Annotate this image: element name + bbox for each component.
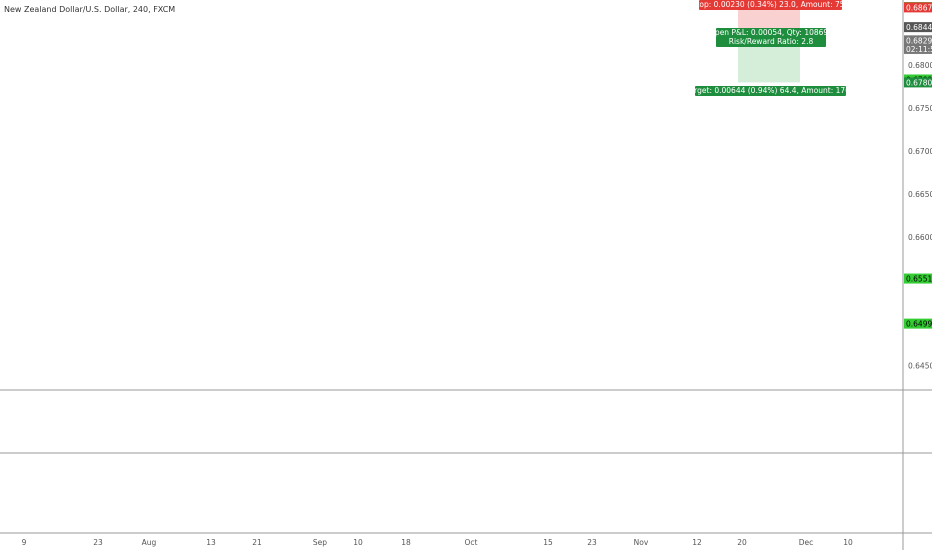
- time-tick: Aug: [142, 538, 157, 547]
- stop-label: Stop: 0.00230 (0.34%) 23.0, Amount: 750: [692, 0, 850, 9]
- time-tick: Nov: [634, 538, 649, 547]
- time-tick: 21: [252, 538, 262, 547]
- price-badge: [904, 318, 932, 329]
- price-badge: [904, 273, 932, 284]
- price-badge: [904, 77, 932, 88]
- price-badge-label: 0.65515: [906, 275, 932, 284]
- price-badge-label: 0.68444: [906, 23, 932, 32]
- target-label-bg: [695, 86, 846, 96]
- time-tick: 12: [692, 538, 702, 547]
- price-badge-label: 0.64990: [906, 320, 932, 329]
- time-tick: 23: [587, 538, 597, 547]
- target-zone: [738, 40, 800, 83]
- time-tick: Dec: [799, 538, 814, 547]
- price-badge: [904, 22, 932, 33]
- pnl-label: Open P&L: 0.00054, Qty: 108695: [709, 28, 833, 37]
- target-label: Target: 0.00644 (0.94%) 64.4, Amount: 17…: [685, 86, 855, 95]
- time-tick: 10: [843, 538, 853, 547]
- price-badge: [904, 2, 932, 13]
- time-tick: 23: [93, 538, 103, 547]
- time-tick: 18: [401, 538, 411, 547]
- price-badge: [904, 35, 932, 46]
- price-badge: [904, 43, 932, 54]
- time-tick: Oct: [465, 538, 478, 547]
- risk-reward-label: Risk/Reward Ratio: 2.8: [729, 37, 814, 46]
- time-tick: 20: [737, 538, 747, 547]
- time-tick: 10: [353, 538, 363, 547]
- pnl-label-bg: [716, 28, 826, 47]
- stop-label-bg: [699, 0, 842, 10]
- price-badge-label: 02:11:57: [906, 45, 932, 54]
- time-tick: 13: [206, 538, 216, 547]
- time-tick: 15: [543, 538, 553, 547]
- price-badge-label: 0.68674: [906, 3, 932, 12]
- chart-title: New Zealand Dollar/U.S. Dollar, 240, FXC…: [4, 5, 176, 14]
- time-tick: Sep: [313, 538, 327, 547]
- position-overlay[interactable]: Stop: 0.00230 (0.34%) 23.0, Amount: 750 O…: [685, 0, 855, 96]
- time-tick: 9: [22, 538, 27, 547]
